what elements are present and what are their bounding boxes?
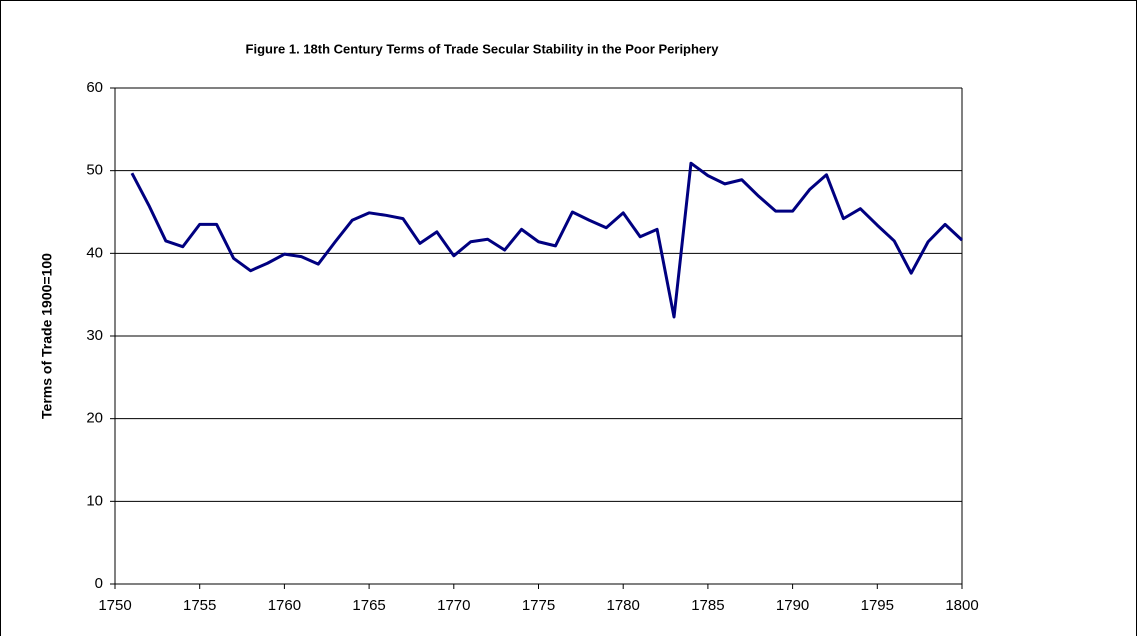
y-tick-label: 40 xyxy=(86,244,103,261)
x-tick-label: 1760 xyxy=(268,597,301,614)
x-tick-label: 1785 xyxy=(691,597,724,614)
y-axis-label: Terms of Trade 1900=100 xyxy=(39,253,55,419)
x-tick-label: 1750 xyxy=(98,597,131,614)
y-tick-label: 30 xyxy=(86,327,103,344)
x-tick-label: 1755 xyxy=(183,597,216,614)
x-tick-label: 1790 xyxy=(776,597,809,614)
chart-title: Figure 1. 18th Century Terms of Trade Se… xyxy=(246,41,720,56)
y-tick-label: 60 xyxy=(86,79,103,96)
y-tick-label: 50 xyxy=(86,162,103,179)
x-tick-label: 1800 xyxy=(945,597,978,614)
x-tick-label: 1770 xyxy=(437,597,470,614)
x-tick-label: 1765 xyxy=(352,597,385,614)
y-tick-label: 10 xyxy=(86,492,103,509)
x-tick-label: 1780 xyxy=(607,597,640,614)
y-tick-label: 0 xyxy=(95,575,103,592)
x-tick-label: 1775 xyxy=(522,597,555,614)
data-line xyxy=(130,161,964,319)
y-tick-label: 20 xyxy=(86,410,103,427)
x-tick-label: 1795 xyxy=(861,597,894,614)
